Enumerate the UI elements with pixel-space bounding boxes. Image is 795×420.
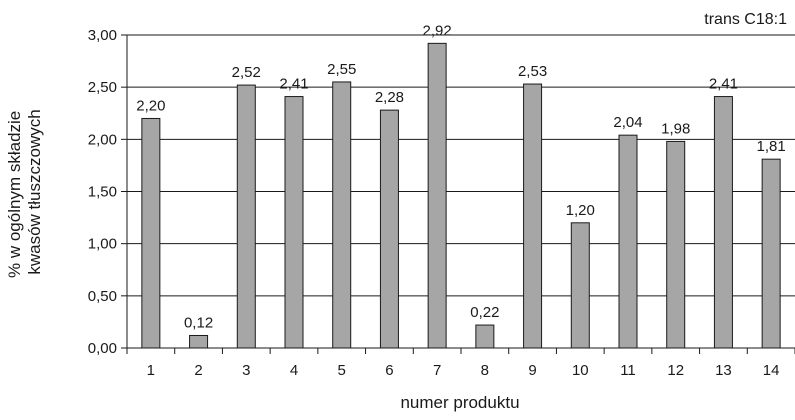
data-label: 2,20 [136, 97, 165, 114]
data-label: 2,55 [327, 61, 356, 78]
x-tick-label: 4 [290, 362, 298, 379]
bar-product-10 [570, 222, 590, 349]
bar-product-5 [332, 81, 352, 349]
y-tick-label: 2,00 [88, 131, 117, 148]
x-tick-label: 11 [620, 362, 636, 379]
data-label: 2,52 [232, 64, 261, 81]
x-tick-label: 1 [147, 362, 155, 379]
bar-product-7 [427, 42, 447, 349]
bar-product-8 [475, 324, 495, 349]
y-axis-title-line-1: % w ogólnym składzie [5, 111, 24, 278]
gridlines [127, 34, 795, 297]
bar-product-4 [284, 96, 304, 349]
y-tick-label: 1,00 [88, 236, 117, 253]
data-label: 1,20 [566, 202, 595, 219]
bar-product-12 [666, 140, 686, 349]
bars [141, 42, 781, 349]
y-tick-label: 0,50 [88, 288, 117, 305]
x-tick-label: 3 [242, 362, 250, 379]
x-tick-label: 10 [572, 362, 589, 379]
bar-product-1 [141, 117, 161, 349]
data-label: 2,53 [518, 63, 547, 80]
data-label: 2,92 [423, 22, 452, 39]
bar-product-9 [523, 83, 543, 349]
x-tick-label: 6 [385, 362, 393, 379]
data-label: 2,28 [375, 89, 404, 106]
bar-product-11 [618, 134, 638, 349]
data-label: 1,81 [757, 138, 786, 155]
x-tick-label: 9 [528, 362, 536, 379]
bar-product-14 [761, 158, 781, 349]
y-tick-label: 0,00 [88, 340, 117, 357]
bar-product-13 [713, 96, 733, 349]
bar-product-3 [236, 84, 256, 349]
x-tick-label: 14 [763, 362, 780, 379]
axes [121, 34, 795, 354]
bar-product-6 [379, 109, 399, 349]
x-tick-label: 7 [433, 362, 441, 379]
bar-product-2 [189, 334, 209, 349]
x-tick-label: 8 [481, 362, 489, 379]
x-tick-labels: 1 2 3 4 5 6 7 8 9 10 11 12 13 14 [147, 362, 780, 379]
data-label: 0,22 [470, 304, 499, 321]
chart-title: trans C18:1 [704, 11, 787, 28]
y-axis-title-line-2: kwasów tłuszczowych [25, 109, 44, 274]
y-tick-label: 3,00 [88, 27, 117, 44]
data-label: 0,12 [184, 314, 213, 331]
y-tick-labels: 0,00 0,50 1,00 1,50 2,00 2,50 3,00 [88, 27, 117, 357]
data-label: 1,98 [661, 120, 690, 137]
data-labels: 2,20 0,12 2,52 2,41 2,55 2,28 2,92 0,22 2,53 1,20… [136, 22, 785, 331]
x-tick-label: 13 [715, 362, 732, 379]
x-tick-label: 2 [194, 362, 202, 379]
y-axis-title: % w ogólnym składzie kwasów tłuszczowych [5, 106, 44, 278]
y-tick-label: 2,50 [88, 79, 117, 96]
x-tick-label: 12 [667, 362, 684, 379]
data-label: 2,04 [613, 114, 642, 131]
data-label: 2,41 [279, 76, 308, 93]
x-axis-title: numer produktu [400, 393, 519, 412]
y-tick-label: 1,50 [88, 184, 117, 201]
x-tick-label: 5 [338, 362, 346, 379]
data-label: 2,41 [709, 76, 738, 93]
